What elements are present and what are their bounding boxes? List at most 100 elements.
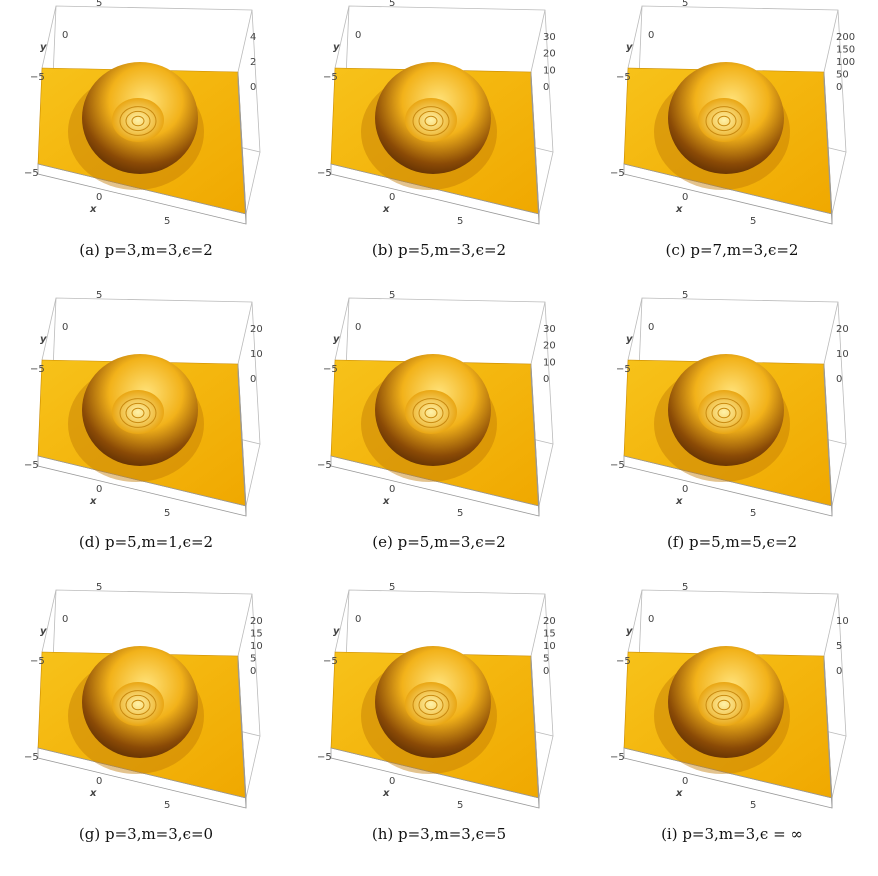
box-edge xyxy=(246,736,260,798)
y-tick-label: −5 xyxy=(323,656,338,667)
x-axis-label: x xyxy=(89,204,97,215)
panel: 50−5y−505x20100(f) p=5,m=5,ϵ=2 xyxy=(610,290,849,551)
z-tick-label: 30 xyxy=(543,324,556,335)
y-tick-label: 0 xyxy=(648,322,654,333)
x-tick-label: −5 xyxy=(317,752,332,763)
box-edge xyxy=(832,736,846,798)
z-tick-label: 15 xyxy=(543,629,556,640)
z-tick-label: 0 xyxy=(543,374,549,385)
x-tick-label: 0 xyxy=(682,776,688,787)
x-tick-label: −5 xyxy=(610,752,625,763)
x-tick-label: 5 xyxy=(457,216,463,227)
x-tick-label: −5 xyxy=(24,460,39,471)
x-tick-label: 0 xyxy=(389,484,395,495)
z-tick-label: 20 xyxy=(543,341,556,352)
y-tick-label: −5 xyxy=(616,72,631,83)
y-tick-label: 5 xyxy=(389,290,395,301)
caption: (d) p=5,m=1,ϵ=2 xyxy=(79,533,213,551)
x-tick-label: −5 xyxy=(317,460,332,471)
x-tick-label: 0 xyxy=(96,776,102,787)
caption: (g) p=3,m=3,ϵ=0 xyxy=(79,825,213,843)
box-edge xyxy=(246,444,260,506)
y-tick-label: −5 xyxy=(30,72,45,83)
z-tick-label: 0 xyxy=(250,666,256,677)
z-tick-label: 5 xyxy=(250,654,256,665)
z-tick-label: 0 xyxy=(543,666,549,677)
z-tick-label: 5 xyxy=(543,654,549,665)
x-axis-label: x xyxy=(675,788,683,799)
box-edge xyxy=(539,736,553,798)
x-tick-label: −5 xyxy=(610,168,625,179)
x-tick-label: 0 xyxy=(682,192,688,203)
z-tick-label: 150 xyxy=(836,45,855,56)
x-tick-label: −5 xyxy=(24,752,39,763)
y-axis-label: y xyxy=(333,334,340,345)
z-tick-label: 0 xyxy=(836,374,842,385)
x-axis-label: x xyxy=(382,788,390,799)
x-axis-label: x xyxy=(89,788,97,799)
z-tick-label: 5 xyxy=(836,641,842,652)
panel: 50−5y−505x200150100500(c) p=7,m=3,ϵ=2 xyxy=(610,0,855,259)
z-tick-label: 20 xyxy=(543,49,556,60)
y-axis-label: y xyxy=(626,42,633,53)
y-tick-label: 5 xyxy=(682,0,688,9)
y-tick-label: 0 xyxy=(648,30,654,41)
caption: (i) p=3,m=3,ϵ = ∞ xyxy=(661,825,803,843)
z-tick-label: 10 xyxy=(836,349,849,360)
z-tick-label: 20 xyxy=(250,324,263,335)
x-tick-label: 5 xyxy=(750,800,756,811)
x-tick-label: 0 xyxy=(389,192,395,203)
y-tick-label: 0 xyxy=(62,30,68,41)
y-axis-label: y xyxy=(40,42,47,53)
x-tick-label: 5 xyxy=(750,508,756,519)
z-tick-label: 0 xyxy=(250,82,256,93)
caption: (b) p=5,m=3,ϵ=2 xyxy=(372,241,506,259)
y-tick-label: 5 xyxy=(389,0,395,9)
z-tick-label: 10 xyxy=(250,349,263,360)
caption: (e) p=5,m=3,ϵ=2 xyxy=(372,533,505,551)
z-tick-label: 0 xyxy=(543,82,549,93)
x-tick-label: −5 xyxy=(610,460,625,471)
x-tick-label: 5 xyxy=(457,800,463,811)
figure: 50−5y−505x420(a) p=3,m=3,ϵ=250−5y−505x30… xyxy=(0,0,878,876)
caption: (f) p=5,m=5,ϵ=2 xyxy=(667,533,797,551)
y-tick-label: −5 xyxy=(616,656,631,667)
x-tick-label: 5 xyxy=(164,216,170,227)
y-tick-label: 5 xyxy=(96,582,102,593)
y-tick-label: 0 xyxy=(355,30,361,41)
x-tick-label: 5 xyxy=(164,800,170,811)
y-axis-label: y xyxy=(40,334,47,345)
box-edge xyxy=(832,152,846,214)
z-tick-label: 10 xyxy=(250,641,263,652)
z-tick-label: 10 xyxy=(543,65,556,76)
y-tick-label: 0 xyxy=(355,322,361,333)
z-tick-label: 0 xyxy=(836,666,842,677)
y-tick-label: −5 xyxy=(30,656,45,667)
y-tick-label: −5 xyxy=(616,364,631,375)
x-axis-label: x xyxy=(382,496,390,507)
y-tick-label: 5 xyxy=(96,290,102,301)
caption: (h) p=3,m=3,ϵ=5 xyxy=(372,825,506,843)
y-tick-label: 5 xyxy=(682,582,688,593)
z-tick-label: 10 xyxy=(543,357,556,368)
y-axis-label: y xyxy=(333,626,340,637)
y-tick-label: 0 xyxy=(62,614,68,625)
x-tick-label: −5 xyxy=(24,168,39,179)
panel: 50−5y−505x20100(d) p=5,m=1,ϵ=2 xyxy=(24,290,263,551)
z-tick-label: 20 xyxy=(836,324,849,335)
y-tick-label: 0 xyxy=(648,614,654,625)
x-tick-label: 5 xyxy=(750,216,756,227)
z-tick-label: 100 xyxy=(836,57,855,68)
z-tick-label: 4 xyxy=(250,32,256,43)
y-tick-label: 0 xyxy=(62,322,68,333)
x-axis-label: x xyxy=(89,496,97,507)
box-edge xyxy=(832,444,846,506)
x-tick-label: 5 xyxy=(164,508,170,519)
y-tick-label: 5 xyxy=(682,290,688,301)
z-tick-label: 2 xyxy=(250,57,256,68)
x-tick-label: 0 xyxy=(682,484,688,495)
box-edge xyxy=(539,444,553,506)
